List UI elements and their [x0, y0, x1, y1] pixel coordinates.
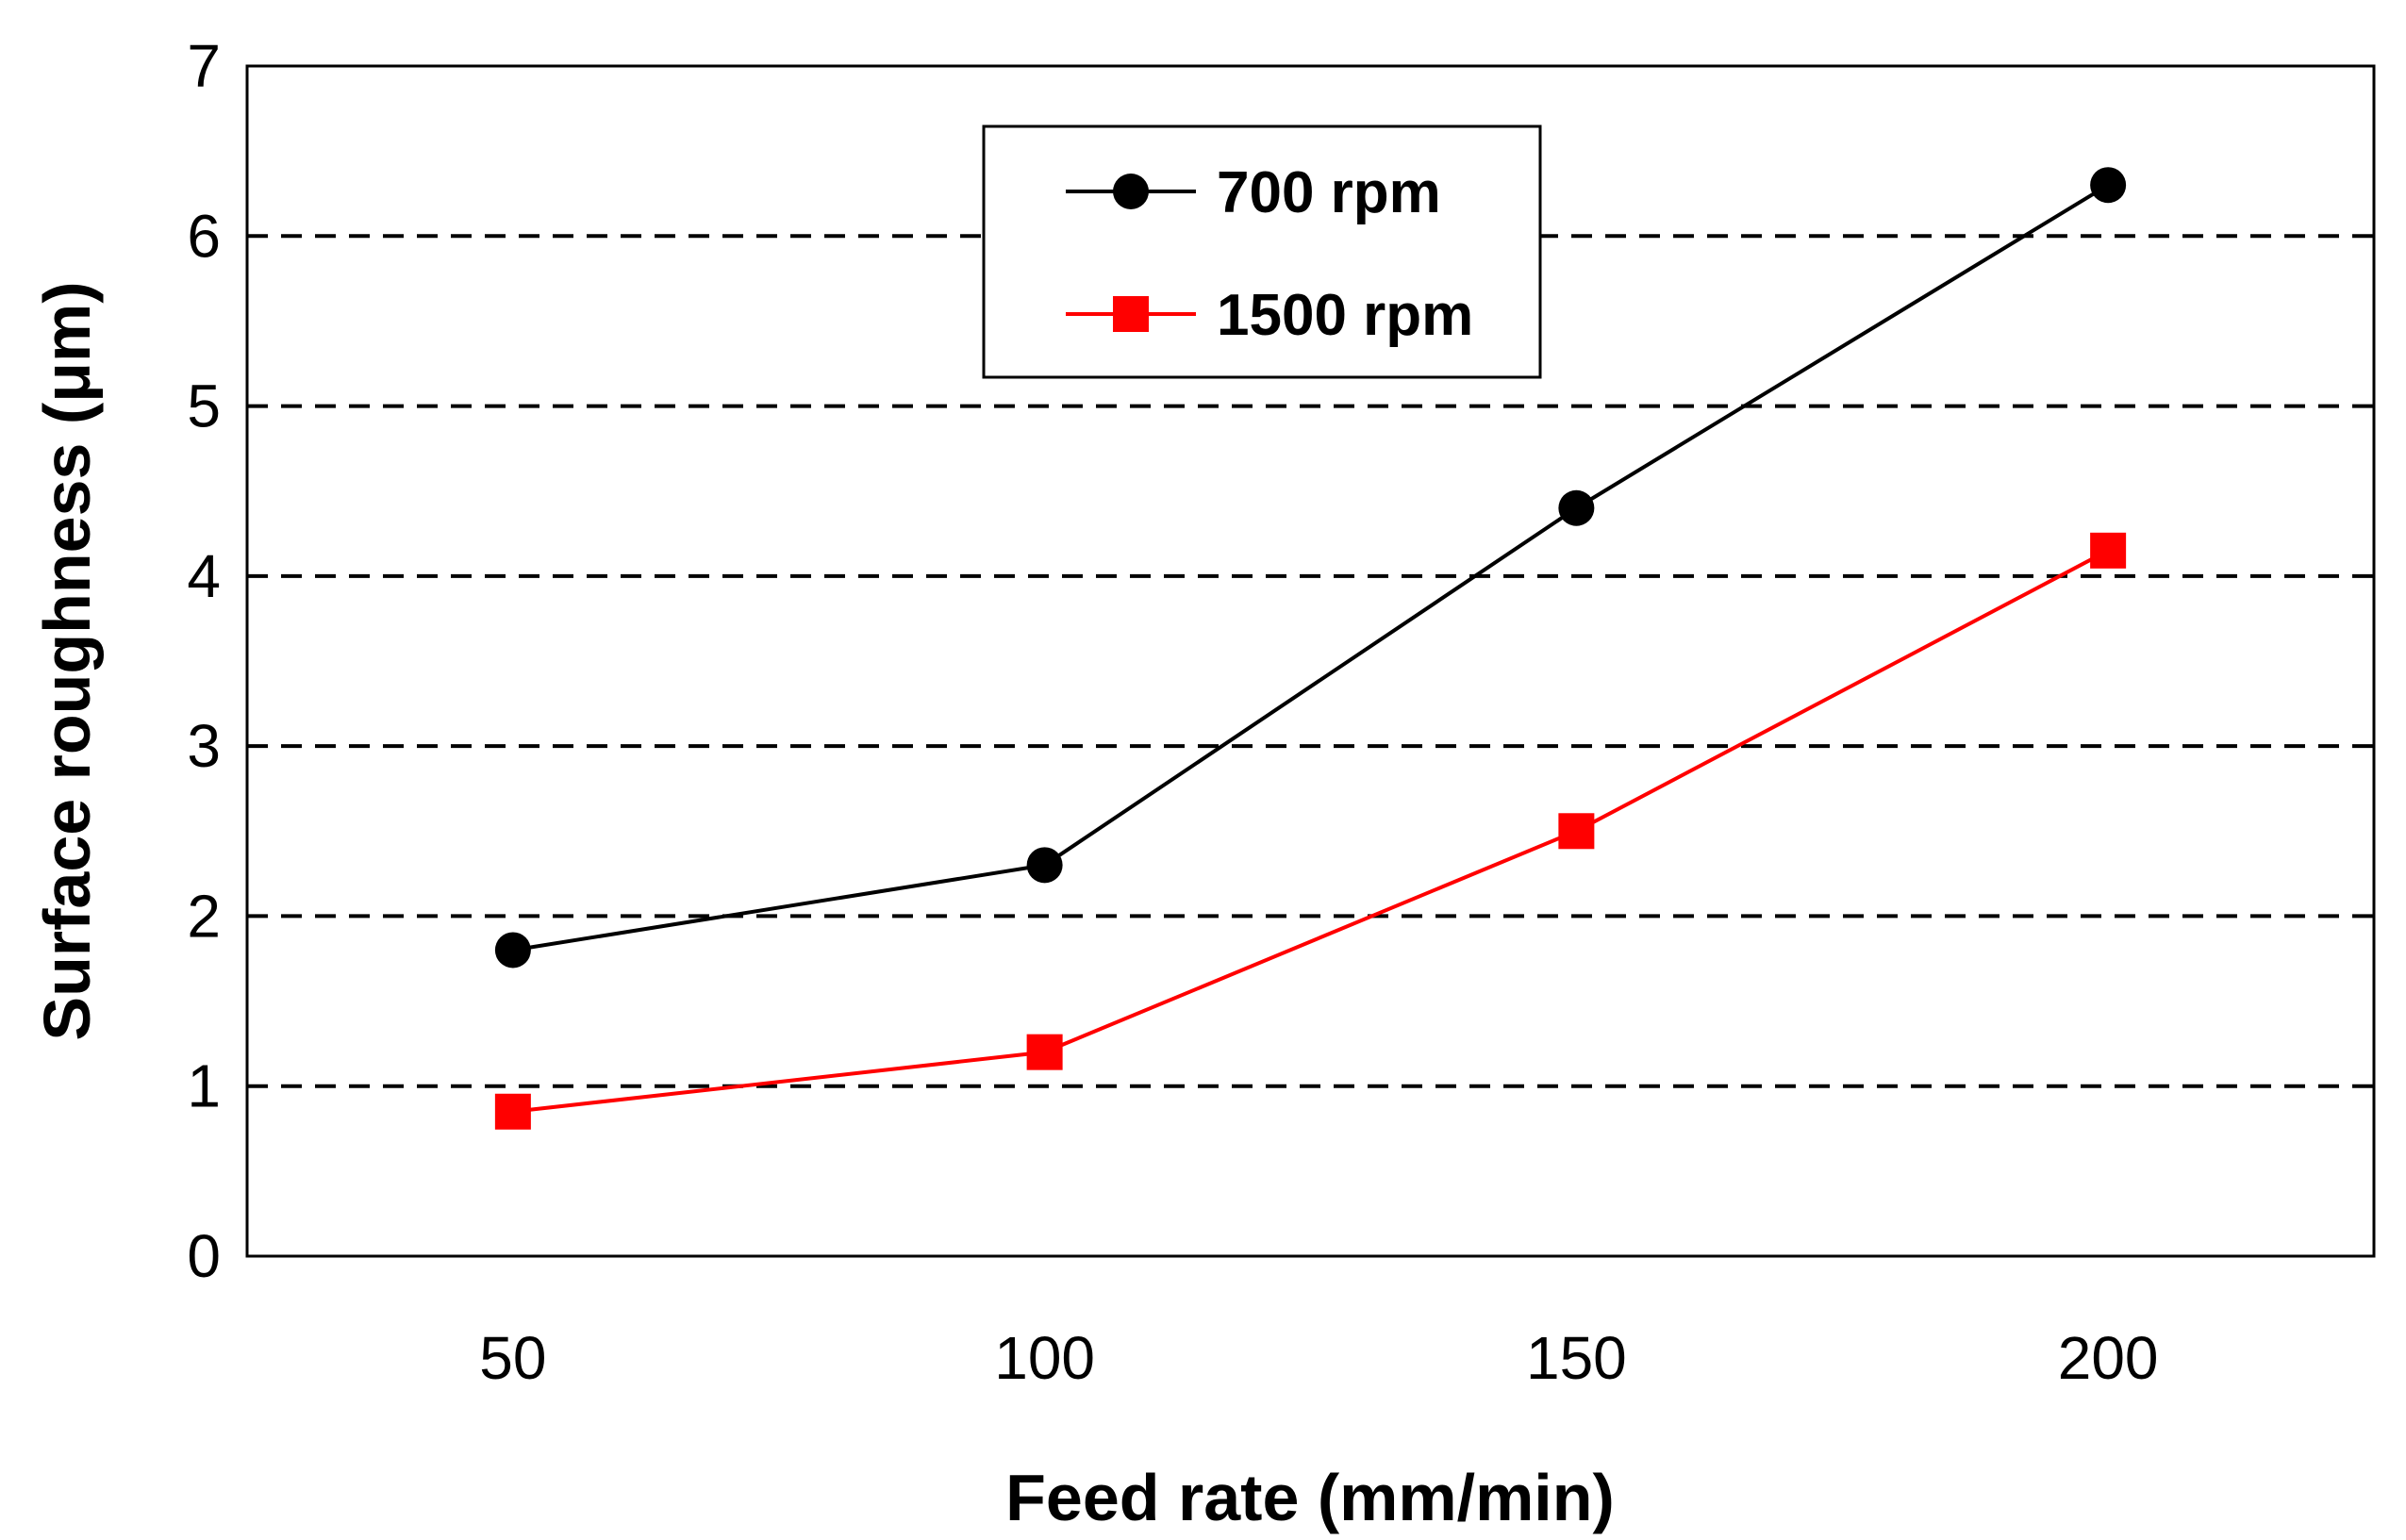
legend: 700 rpm 1500 rpm [982, 124, 1542, 379]
data-point-700-rpm [494, 932, 531, 969]
y-axis-title: Surface roughness (μm) [30, 281, 104, 1040]
data-point-1500-rpm [1026, 1034, 1063, 1070]
x-axis-tick-labels: 50 100 150 200 [479, 1324, 2158, 1392]
data-point-1500-rpm [1558, 813, 1595, 850]
plot-area-frame [245, 64, 2376, 1258]
y-axis-tick-labels: 0 1 2 3 4 5 6 7 [187, 32, 221, 1290]
series-line-1500-rpm [512, 549, 2110, 1114]
x-tick-label: 100 [994, 1324, 1095, 1392]
y-tick-label: 5 [187, 373, 221, 440]
y-tick-label: 6 [187, 202, 221, 270]
legend-item-700-rpm: 700 rpm [1066, 160, 1441, 225]
legend-box [982, 124, 1542, 379]
x-tick-label: 200 [2058, 1324, 2159, 1392]
x-axis-title: Feed rate (mm/min) [1005, 1461, 1615, 1534]
y-tick-label: 1 [187, 1052, 221, 1120]
y-tick-label: 2 [187, 882, 221, 950]
legend-item-1500-rpm: 1500 rpm [1066, 283, 1473, 348]
y-tick-label: 0 [187, 1222, 221, 1290]
series-layer [494, 167, 2127, 1130]
data-point-700-rpm [1026, 847, 1063, 884]
y-tick-label: 3 [187, 712, 221, 780]
legend-label-1500-rpm: 1500 rpm [1217, 283, 1473, 348]
data-point-1500-rpm [494, 1093, 531, 1130]
series-line-700-rpm [512, 183, 2110, 952]
y-tick-label: 7 [187, 32, 221, 100]
legend-marker-1500-rpm [1113, 296, 1149, 332]
legend-label-700-rpm: 700 rpm [1217, 160, 1441, 225]
x-tick-label: 150 [1526, 1324, 1627, 1392]
x-tick-label: 50 [479, 1324, 546, 1392]
y-tick-label: 4 [187, 542, 221, 610]
data-point-700-rpm [2090, 167, 2127, 204]
legend-marker-700-rpm [1113, 174, 1149, 209]
series-1500-rpm [494, 532, 2127, 1130]
series-700-rpm [494, 167, 2127, 969]
data-point-700-rpm [1558, 489, 1595, 526]
data-point-1500-rpm [2090, 532, 2127, 569]
